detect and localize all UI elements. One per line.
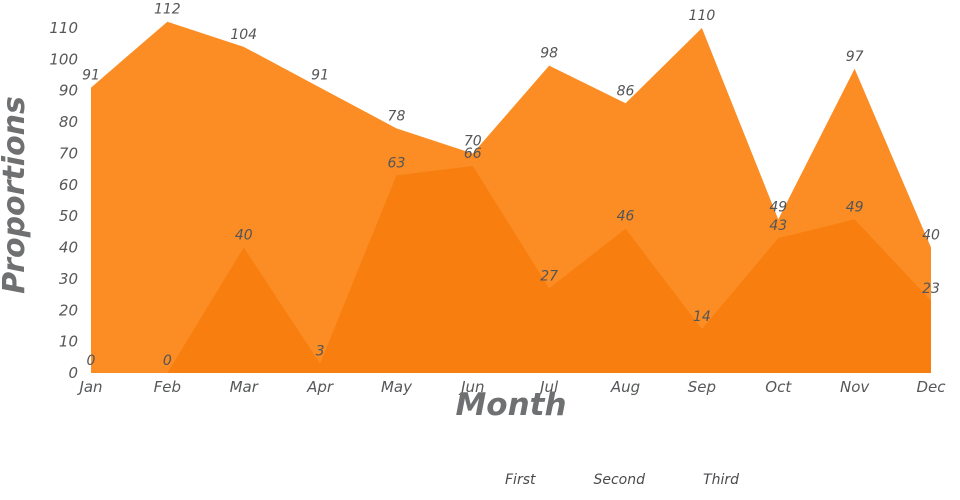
y-tick-label: 80	[59, 113, 78, 131]
area-series-second	[91, 166, 931, 373]
point-label-second: 63	[388, 155, 406, 171]
y-tick-label: 30	[59, 270, 78, 288]
x-tick-label: Apr	[306, 378, 334, 396]
point-label-first: 97	[846, 49, 864, 65]
point-label-first: 91	[82, 68, 100, 84]
x-tick-label: Jul	[537, 378, 559, 396]
x-tick-label: Feb	[154, 378, 181, 396]
point-label-second: 49	[846, 199, 864, 215]
point-label-second: 27	[540, 268, 558, 284]
point-label-first: 112	[154, 2, 181, 18]
x-tick-label: Oct	[765, 378, 792, 396]
x-axis-ticks: Jan Feb Mar Apr May Jun Jul Aug Sep Oct Nov Dec	[76, 378, 946, 396]
point-label-first: 49	[769, 199, 787, 215]
y-tick-label: 60	[59, 176, 78, 194]
point-label-first: 110	[689, 8, 716, 24]
y-tick-label: 40	[59, 239, 78, 257]
y-tick-label: 20	[59, 301, 78, 319]
y-tick-label: 10	[59, 333, 78, 351]
x-tick-label: Nov	[840, 378, 870, 396]
point-label-second: 46	[617, 209, 635, 225]
y-tick-label: 0	[68, 364, 78, 382]
point-label-second: 3	[316, 344, 325, 360]
y-tick-label: 70	[59, 144, 78, 162]
chart-legend: First Second Third	[505, 472, 739, 488]
point-label-first: 70	[464, 133, 482, 149]
point-label-second: 40	[235, 228, 253, 244]
legend-label: Second	[593, 472, 646, 488]
point-label-second: 66	[464, 146, 482, 162]
legend-item-second[interactable]: Second	[593, 472, 645, 488]
point-label-first: 40	[922, 228, 940, 244]
area-series-first	[91, 21, 931, 374]
x-axis-title: Month	[455, 387, 566, 423]
y-tick-label: 110	[49, 19, 78, 37]
point-label-second: 0	[87, 353, 96, 369]
point-label-second: 43	[769, 218, 787, 234]
point-label-first: 98	[540, 46, 558, 62]
x-tick-label: Sep	[688, 378, 716, 396]
point-label-second: 0	[163, 353, 172, 369]
point-label-first: 91	[311, 68, 329, 84]
point-label-second: 23	[922, 281, 940, 297]
legend-label: First	[505, 472, 536, 488]
legend-item-third[interactable]: Third	[703, 472, 739, 488]
y-tick-label: 90	[59, 82, 78, 100]
x-tick-label: Jun	[458, 378, 484, 396]
x-tick-label: May	[381, 378, 413, 396]
point-label-first: 86	[617, 83, 635, 99]
x-tick-label: Jan	[76, 378, 102, 396]
series-areas	[91, 21, 931, 374]
x-tick-label: Mar	[230, 378, 259, 396]
legend-item-first[interactable]: First	[505, 472, 535, 488]
legend-label: Third	[703, 472, 739, 488]
point-label-first: 78	[388, 108, 406, 124]
y-tick-label: 100	[49, 50, 78, 68]
point-label-second: 14	[693, 309, 711, 325]
data-labels: 91 112 104 91 78 70 98 86 110 49 97 40 0 0 40 3 63 66 27 46…	[82, 2, 940, 369]
x-tick-label: Dec	[916, 378, 946, 396]
y-axis-ticks: 0 10 20 30 40 50 60 70 80 90 100 110	[49, 19, 78, 382]
point-label-first: 104	[230, 27, 257, 43]
y-axis-title: Proportions	[0, 96, 32, 294]
y-tick-label: 50	[59, 207, 78, 225]
x-tick-label: Aug	[610, 378, 640, 396]
